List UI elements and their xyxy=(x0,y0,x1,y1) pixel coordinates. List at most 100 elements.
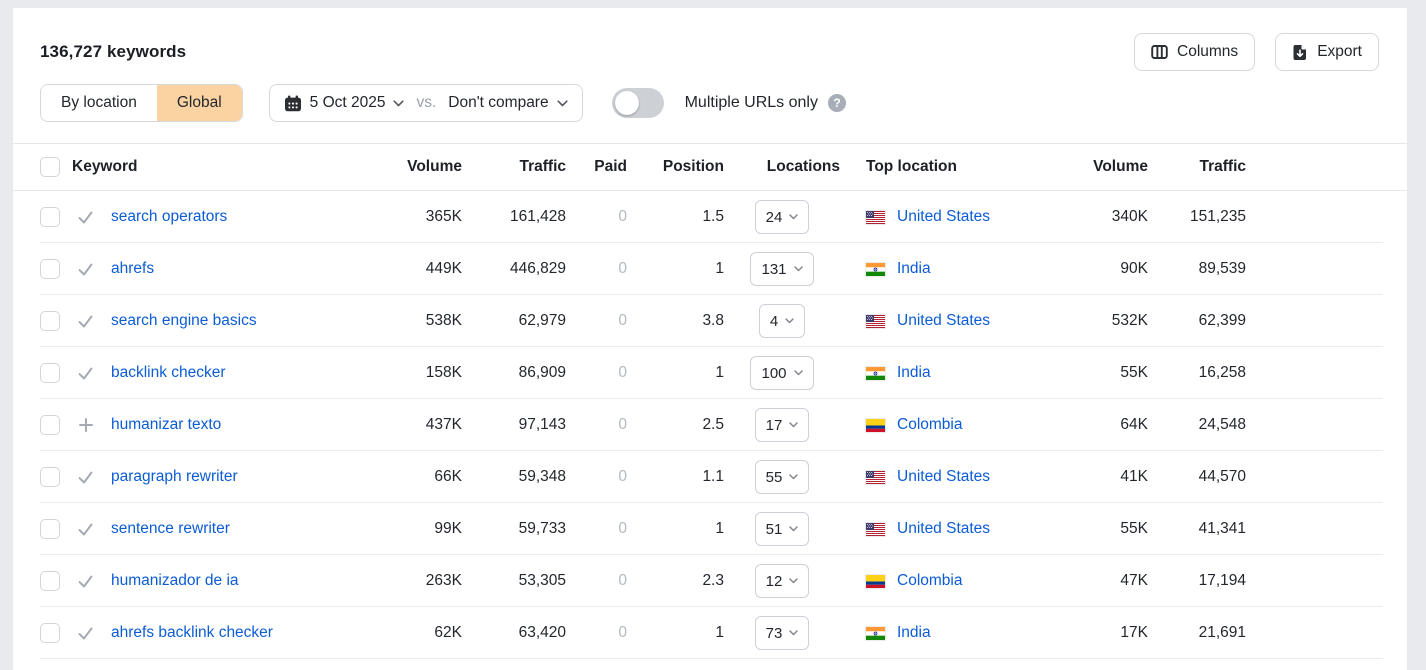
keyword-link[interactable]: search engine basics xyxy=(111,312,257,329)
check-icon[interactable] xyxy=(60,468,95,486)
vs-label: vs. xyxy=(416,94,437,111)
table-row: humanizador de ia 263K 53,305 0 2.3 12 C… xyxy=(13,555,1407,607)
locations-dropdown[interactable]: 100 xyxy=(750,356,814,390)
flag-icon-us xyxy=(866,470,885,484)
plus-icon[interactable] xyxy=(60,416,95,434)
keywords-table: Keyword Volume Traffic Paid Position Loc… xyxy=(13,143,1407,659)
locations-dropdown[interactable]: 73 xyxy=(754,616,810,650)
chevron-down-icon xyxy=(789,578,799,584)
table-header-row: Keyword Volume Traffic Paid Position Loc… xyxy=(13,143,1407,191)
table-row: ahrefs 449K 446,829 0 1 131 India 90K 89… xyxy=(13,243,1407,295)
chevron-down-icon xyxy=(789,630,799,636)
check-icon[interactable] xyxy=(60,260,95,278)
keyword-link[interactable]: ahrefs backlink checker xyxy=(111,624,273,641)
export-icon xyxy=(1292,44,1308,61)
date-compare-control: 5 Oct 2025 vs. Don't compare xyxy=(268,84,583,122)
row-checkbox[interactable] xyxy=(40,311,60,331)
locations-dropdown[interactable]: 12 xyxy=(754,564,810,598)
locations-dropdown[interactable]: 131 xyxy=(750,252,814,286)
column-header-volume[interactable]: Volume xyxy=(407,158,462,175)
check-icon[interactable] xyxy=(60,624,95,642)
paid-value: 0 xyxy=(618,208,627,225)
top-traffic-value: 21,691 xyxy=(1198,624,1246,641)
top-location-link[interactable]: India xyxy=(897,260,931,277)
traffic-value: 97,143 xyxy=(518,416,566,433)
flag-icon-in xyxy=(866,366,885,380)
top-location-link[interactable]: India xyxy=(897,624,931,641)
tab-by-location[interactable]: By location xyxy=(41,85,157,121)
top-traffic-value: 41,341 xyxy=(1198,520,1246,537)
locations-dropdown[interactable]: 17 xyxy=(754,408,810,442)
keyword-link[interactable]: paragraph rewriter xyxy=(111,468,238,485)
paid-value: 0 xyxy=(618,312,627,329)
check-icon[interactable] xyxy=(60,364,95,382)
top-location-link[interactable]: United States xyxy=(897,312,991,329)
row-checkbox[interactable] xyxy=(40,467,60,487)
top-location-link[interactable]: Colombia xyxy=(897,416,963,433)
traffic-value: 59,348 xyxy=(518,468,566,485)
check-icon[interactable] xyxy=(60,572,95,590)
column-header-keyword[interactable]: Keyword xyxy=(72,158,138,175)
keyword-link[interactable]: sentence rewriter xyxy=(111,520,230,537)
column-header-top-location[interactable]: Top location xyxy=(866,158,957,175)
export-button[interactable]: Export xyxy=(1275,33,1379,71)
top-volume-value: 64K xyxy=(1120,416,1148,433)
table-row: sentence rewriter 99K 59,733 0 1 51 Unit… xyxy=(13,503,1407,555)
volume-value: 437K xyxy=(425,416,462,433)
row-checkbox[interactable] xyxy=(40,571,60,591)
locations-dropdown[interactable]: 4 xyxy=(758,304,806,338)
multiple-urls-label: Multiple URLs only xyxy=(684,94,818,111)
keyword-link[interactable]: backlink checker xyxy=(111,364,226,381)
compare-dropdown[interactable]: Don't compare xyxy=(448,94,568,112)
keywords-panel: 136,727 keywords Columns Export By xyxy=(13,8,1407,670)
keyword-link[interactable]: search operators xyxy=(111,208,228,225)
column-header-paid[interactable]: Paid xyxy=(594,158,627,175)
locations-dropdown[interactable]: 24 xyxy=(754,200,810,234)
row-checkbox[interactable] xyxy=(40,259,60,279)
volume-value: 158K xyxy=(425,364,462,381)
top-location-link[interactable]: India xyxy=(897,364,931,381)
paid-value: 0 xyxy=(618,416,627,433)
column-header-position[interactable]: Position xyxy=(662,158,724,175)
traffic-value: 446,829 xyxy=(509,260,566,277)
row-checkbox[interactable] xyxy=(40,363,60,383)
flag-icon-co xyxy=(866,418,885,432)
help-icon[interactable]: ? xyxy=(827,94,846,112)
volume-value: 99K xyxy=(434,520,462,537)
row-checkbox[interactable] xyxy=(40,623,60,643)
date-picker[interactable]: 5 Oct 2025 xyxy=(284,94,405,112)
position-value: 2.3 xyxy=(702,572,724,589)
row-checkbox[interactable] xyxy=(40,519,60,539)
top-location-link[interactable]: United States xyxy=(897,520,991,537)
tab-global[interactable]: Global xyxy=(156,85,242,121)
position-value: 1 xyxy=(715,260,724,277)
columns-icon xyxy=(1151,44,1168,60)
locations-dropdown[interactable]: 55 xyxy=(754,460,810,494)
column-header-traffic[interactable]: Traffic xyxy=(519,158,566,175)
keyword-link[interactable]: humanizar texto xyxy=(111,416,222,433)
traffic-value: 86,909 xyxy=(518,364,566,381)
column-header-locations[interactable]: Locations xyxy=(766,158,840,175)
calendar-icon xyxy=(284,95,302,112)
keyword-link[interactable]: ahrefs xyxy=(111,260,155,277)
column-header-top-traffic[interactable]: Traffic xyxy=(1199,158,1246,175)
locations-dropdown[interactable]: 51 xyxy=(754,512,810,546)
paid-value: 0 xyxy=(618,520,627,537)
top-traffic-value: 24,548 xyxy=(1198,416,1246,433)
keyword-link[interactable]: humanizador de ia xyxy=(111,572,239,589)
multiple-urls-toggle[interactable] xyxy=(611,88,664,118)
column-header-top-volume[interactable]: Volume xyxy=(1093,158,1148,175)
location-mode-switch: By location Global xyxy=(40,84,243,122)
top-location-link[interactable]: United States xyxy=(897,468,991,485)
select-all-checkbox[interactable] xyxy=(40,157,60,177)
top-location-link[interactable]: Colombia xyxy=(897,572,963,589)
row-checkbox[interactable] xyxy=(40,207,60,227)
check-icon[interactable] xyxy=(60,208,95,226)
check-icon[interactable] xyxy=(60,312,95,330)
top-location-link[interactable]: United States xyxy=(897,208,991,225)
columns-button[interactable]: Columns xyxy=(1134,33,1256,71)
top-traffic-value: 16,258 xyxy=(1198,364,1246,381)
check-icon[interactable] xyxy=(60,520,95,538)
top-traffic-value: 89,539 xyxy=(1198,260,1246,277)
row-checkbox[interactable] xyxy=(40,415,60,435)
